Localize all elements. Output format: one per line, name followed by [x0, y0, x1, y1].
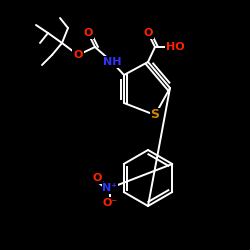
- Text: NH: NH: [103, 57, 121, 67]
- Text: N⁺: N⁺: [102, 183, 118, 193]
- Text: O: O: [73, 50, 83, 60]
- Text: O: O: [83, 28, 93, 38]
- Text: O: O: [92, 173, 102, 183]
- Text: O: O: [143, 28, 153, 38]
- Text: S: S: [150, 108, 160, 122]
- Text: O⁻: O⁻: [102, 198, 118, 208]
- Text: HO: HO: [166, 42, 184, 52]
